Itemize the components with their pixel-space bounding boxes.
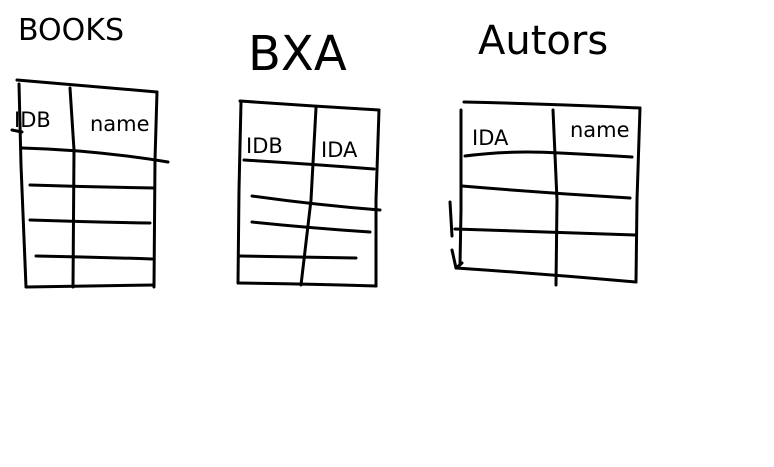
- table-autors-bottom-border: [454, 266, 638, 284]
- table-bxa-left-border: [236, 100, 243, 285]
- table-books-grid: IDB name: [10, 78, 170, 289]
- table-books-top-border: [15, 78, 159, 94]
- table-books-column-header: IDB: [14, 108, 51, 132]
- table-bxa-bottom-border: [236, 281, 378, 288]
- table-books-row-line: [34, 254, 154, 261]
- table-autors-column-divider: [551, 108, 559, 287]
- table-autors-row-line: [460, 184, 632, 200]
- table-bxa-column-header: IDB: [246, 134, 283, 158]
- table-autors-column-header: IDA: [472, 126, 509, 150]
- table-autors-left-border: [458, 108, 463, 267]
- table-title-bxa: BXA: [248, 26, 347, 82]
- table-title-books: BOOKS: [18, 13, 124, 48]
- table-bxa-top-border: [238, 99, 381, 112]
- table-books-row-line: [28, 218, 152, 225]
- table-autors-right-border: [634, 106, 642, 284]
- table-bxa: BXA IDB IDA: [236, 26, 382, 288]
- table-title-autors: Autors: [478, 18, 608, 64]
- table-autors-grid: IDA name: [448, 100, 642, 287]
- table-autors-margin-mark: [448, 200, 454, 238]
- table-bxa-row-line: [250, 194, 382, 212]
- table-bxa-grid: IDB IDA: [236, 99, 382, 288]
- table-books-key-mark: [10, 128, 24, 134]
- table-autors-top-border: [462, 100, 642, 110]
- table-autors-column-header: name: [570, 118, 630, 142]
- table-books-left-border: [17, 82, 28, 289]
- table-books-right-border: [152, 90, 159, 289]
- table-books: BOOKS IDB name: [10, 13, 170, 289]
- table-books-column-header: name: [90, 112, 150, 136]
- table-books-header-underline: [20, 146, 170, 164]
- table-autors-header-underline: [463, 150, 634, 159]
- table-autors-margin-mark: [450, 248, 464, 270]
- table-books-row-line: [28, 183, 156, 190]
- table-bxa-row-line: [238, 254, 358, 260]
- table-books-bottom-border: [24, 283, 156, 289]
- table-autors-row-line: [453, 227, 637, 237]
- table-bxa-right-border: [374, 108, 381, 288]
- table-bxa-header-underline: [242, 158, 376, 171]
- table-bxa-column-header: IDA: [321, 138, 358, 162]
- table-bxa-row-line: [250, 220, 372, 234]
- table-autors: Autors IDA name: [448, 18, 642, 287]
